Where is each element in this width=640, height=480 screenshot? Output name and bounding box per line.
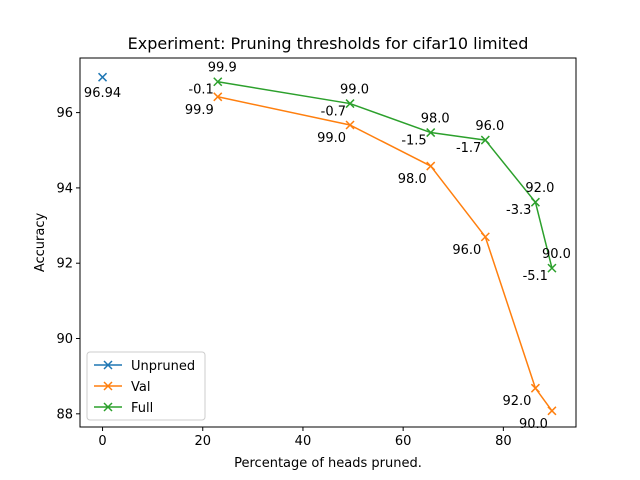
data-point xyxy=(213,77,223,87)
data-label: 96.94 xyxy=(84,86,121,101)
delta-label: -1.7 xyxy=(456,141,481,156)
data-point xyxy=(480,232,490,242)
delta-label: -1.5 xyxy=(401,134,426,149)
legend-marker xyxy=(103,381,113,391)
data-label: 98.0 xyxy=(421,112,450,127)
x-tick-label: 60 xyxy=(395,434,412,449)
data-label: 98.0 xyxy=(398,172,427,187)
data-point xyxy=(98,72,108,82)
data-label: 90.0 xyxy=(542,247,571,262)
x-tick-label: 40 xyxy=(295,434,312,449)
data-label: 99.9 xyxy=(208,61,237,76)
series-full: 99.9 -0.1 99.0 -0.7 98.0 -1.5 96.0 -1.7 92.0 -3.3… xyxy=(188,61,571,284)
y-tick-label: 92 xyxy=(56,257,73,272)
y-tick-label: 96 xyxy=(56,106,73,121)
data-label: 92.0 xyxy=(525,181,554,196)
data-label: 99.0 xyxy=(317,131,346,146)
data-point xyxy=(547,263,557,273)
y-tick-label: 94 xyxy=(56,181,73,196)
delta-label: -5.1 xyxy=(523,269,548,284)
delta-label: -0.7 xyxy=(321,105,346,120)
plot-frame xyxy=(79,57,577,428)
legend-item-full: Full xyxy=(94,401,153,416)
series-unpruned: 96.94 xyxy=(84,72,121,101)
data-label: 96.0 xyxy=(475,119,504,134)
legend-marker xyxy=(103,360,113,370)
data-point xyxy=(530,383,540,393)
legend-label: Val xyxy=(131,380,150,395)
chart-title: Experiment: Pruning thresholds for cifar… xyxy=(128,34,529,53)
data-point xyxy=(426,161,436,171)
x-axis-label: Percentage of heads pruned. xyxy=(234,456,422,471)
data-label: 99.0 xyxy=(340,83,369,98)
x-tick-label: 80 xyxy=(495,434,512,449)
data-point xyxy=(345,99,355,109)
y-tick-label: 90 xyxy=(56,332,73,347)
data-point xyxy=(345,120,355,130)
data-point xyxy=(547,406,557,416)
axes: 0 20 40 60 80 88 90 92 94 96 xyxy=(56,106,511,449)
legend-marker xyxy=(103,402,113,412)
data-label: 99.9 xyxy=(185,103,214,118)
data-point xyxy=(426,128,436,138)
data-label: 90.0 xyxy=(519,417,548,432)
data-label: 92.0 xyxy=(502,394,531,409)
series-val: 99.9 99.0 98.0 96.0 92.0 90.0 xyxy=(185,92,557,432)
delta-label: -0.1 xyxy=(188,83,213,98)
legend-box xyxy=(86,351,206,421)
data-label: 96.0 xyxy=(452,243,481,258)
y-axis-label: Accuracy xyxy=(33,213,48,273)
delta-label: -3.3 xyxy=(506,203,531,218)
series-line xyxy=(217,80,553,269)
legend-item-val: Val xyxy=(94,380,150,395)
legend-label: Full xyxy=(131,401,153,416)
data-point xyxy=(480,135,490,145)
legend-label: Unpruned xyxy=(131,359,195,374)
x-tick-label: 0 xyxy=(98,434,106,449)
data-point xyxy=(213,92,223,102)
data-point xyxy=(530,197,540,207)
x-tick-label: 20 xyxy=(194,434,211,449)
legend-item-unpruned: Unpruned xyxy=(94,359,195,374)
y-tick-label: 88 xyxy=(56,407,73,422)
legend: Unpruned Val Full xyxy=(86,351,206,421)
